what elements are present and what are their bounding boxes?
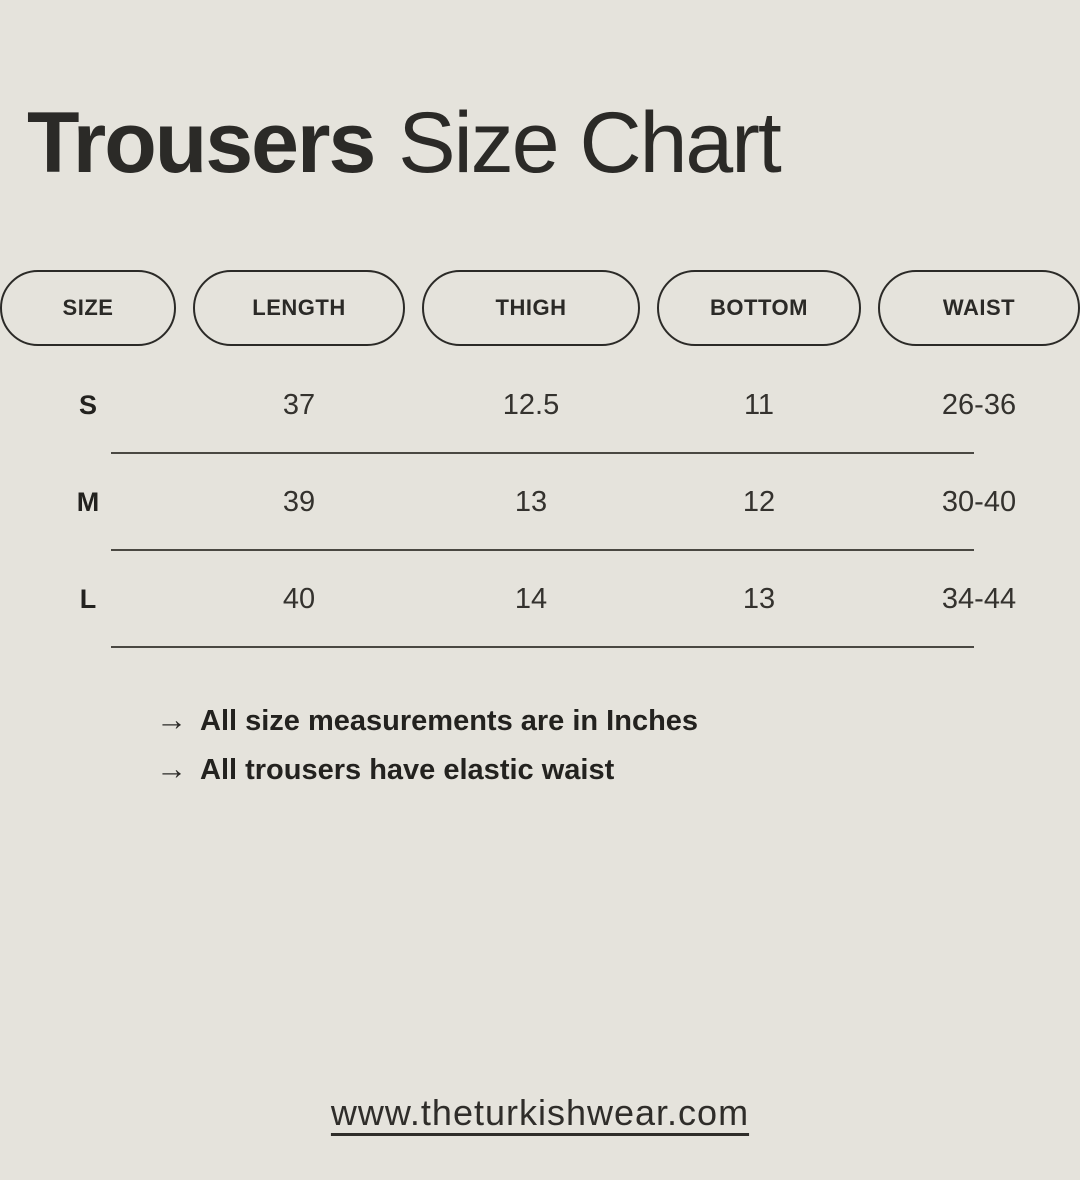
column-label: WAIST: [942, 295, 1016, 320]
note-text: All size measurements are in Inches: [200, 705, 699, 737]
arrow-right-icon: →: [156, 702, 187, 737]
column-pill-size: SIZE: [0, 270, 176, 346]
footer: www.theturkishwear.com: [0, 1092, 1080, 1134]
page-title: Trousers Size Chart: [27, 100, 1080, 186]
waist-value: 30-40: [941, 486, 1017, 518]
column-label: SIZE: [62, 295, 114, 320]
column-pill-waist: WAIST: [878, 270, 1080, 346]
note-item: → All trousers have elastic waist: [156, 745, 1080, 794]
title-suffix: Size Chart: [398, 95, 781, 191]
column-label: LENGTH: [252, 295, 346, 320]
column-pill-length: LENGTH: [193, 270, 405, 346]
column-pill-bottom: BOTTOM: [657, 270, 861, 346]
size-label: M: [76, 487, 100, 517]
bottom-value: 13: [742, 583, 776, 615]
length-value: 37: [282, 389, 316, 421]
thigh-value: 13: [514, 486, 548, 518]
waist-value: 34-44: [941, 583, 1017, 615]
length-value: 39: [282, 486, 316, 518]
size-label: L: [79, 584, 97, 614]
table-row-l: L 40 14 13 34-44: [0, 551, 1080, 648]
arrow-right-icon: →: [156, 751, 187, 786]
column-label: THIGH: [495, 295, 567, 320]
length-value: 40: [282, 583, 316, 615]
table-row-m: M 39 13 12 30-40: [0, 454, 1080, 551]
title-product: Trousers: [27, 95, 376, 191]
size-table-body: S 37 12.5 11 26-36 M 39 13 12 30-40 L 40…: [0, 357, 1080, 648]
bottom-value: 11: [743, 389, 775, 421]
website-link[interactable]: www.theturkishwear.com: [330, 1092, 750, 1133]
waist-value: 26-36: [941, 389, 1017, 421]
column-label: BOTTOM: [710, 295, 808, 320]
note-text: All trousers have elastic waist: [200, 754, 615, 786]
table-row-s: S 37 12.5 11 26-36: [0, 357, 1080, 454]
bottom-value: 12: [742, 486, 776, 518]
size-chart-page: Trousers Size Chart SIZE LENGTH THIGH BOT…: [0, 100, 1080, 1133]
thigh-value: 12.5: [502, 389, 560, 421]
thigh-value: 14: [514, 583, 548, 615]
table-header-row: SIZE LENGTH THIGH BOTTOM WAIST: [0, 270, 1080, 346]
note-item: → All size measurements are in Inches: [156, 696, 1080, 745]
size-label: S: [78, 390, 97, 420]
notes-section: → All size measurements are in Inches → …: [156, 696, 1080, 794]
column-pill-thigh: THIGH: [422, 270, 640, 346]
